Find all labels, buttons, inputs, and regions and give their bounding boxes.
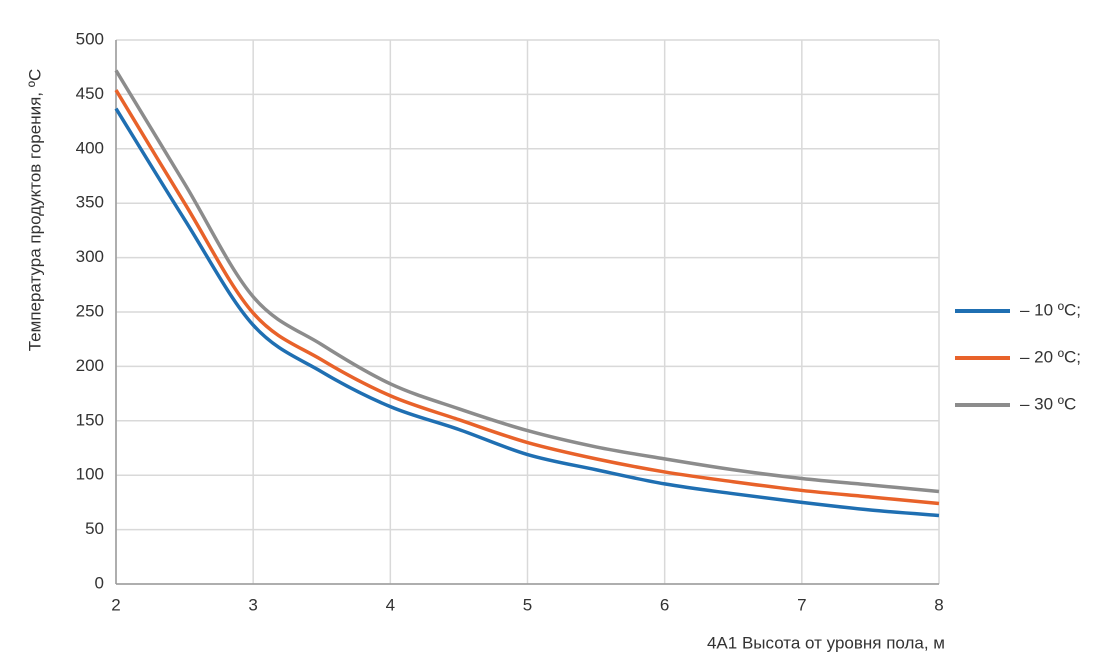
y-tick-label: 50: [85, 519, 104, 538]
y-tick-label: 400: [76, 138, 104, 157]
y-tick-label: 300: [76, 247, 104, 266]
legend-label: – 20 ºC;: [1020, 347, 1081, 366]
line-series: [114, 69, 940, 494]
x-tick-label: 7: [797, 595, 806, 614]
x-tick-label: 3: [248, 595, 257, 614]
y-tick-label: 0: [95, 573, 104, 592]
y-tick-label: 500: [76, 29, 104, 48]
y-tick-label: 250: [76, 301, 104, 320]
x-tick-label: 4: [386, 595, 395, 614]
x-tick-label: 2: [111, 595, 120, 614]
x-tick-label: 8: [934, 595, 943, 614]
x-tick-label: 5: [523, 595, 532, 614]
y-tick-label: 200: [76, 356, 104, 375]
line-series: [114, 107, 940, 518]
legend-label: – 30 ºC: [1020, 394, 1076, 413]
y-axis-label: Температура продуктов горения, ºС: [25, 69, 44, 352]
x-tick-label: 6: [660, 595, 669, 614]
y-tick-label: 350: [76, 193, 104, 212]
y-tick-label: 100: [76, 465, 104, 484]
x-axis-label: 4А1 Высота от уровня пола, м: [707, 633, 945, 652]
line-series: [114, 89, 940, 506]
legend-label: – 10 ºC;: [1020, 300, 1081, 319]
y-tick-label: 150: [76, 410, 104, 429]
y-tick-label: 450: [76, 84, 104, 103]
